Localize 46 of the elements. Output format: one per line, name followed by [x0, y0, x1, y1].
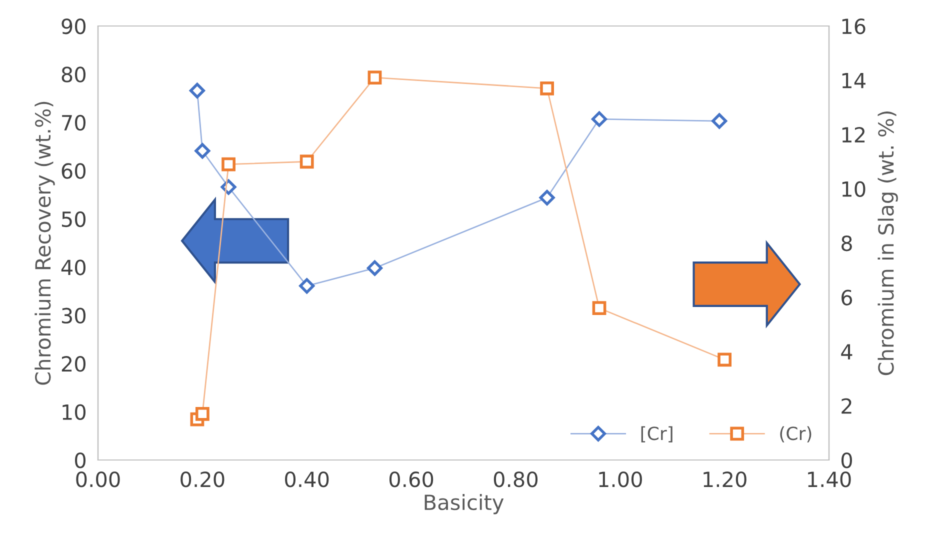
point	[591, 111, 608, 127]
y2-tick-label: 2	[842, 398, 852, 414]
y2-tick-label: 12	[842, 126, 865, 142]
y-tick-label: 20	[62, 356, 86, 372]
x-axis-title: Basicity	[424, 494, 504, 514]
y2-tick-label: 8	[842, 235, 852, 252]
point	[222, 157, 236, 172]
point	[592, 301, 606, 316]
point	[712, 113, 728, 129]
point	[540, 81, 554, 96]
point	[718, 352, 732, 367]
x-tick-label: 0.40	[285, 471, 329, 488]
point	[195, 406, 210, 421]
y-tick-label: 10	[62, 404, 86, 420]
point	[539, 190, 555, 206]
y-tick-label: 50	[62, 211, 86, 228]
y2-tick-label: 16	[842, 18, 866, 34]
y-tick-label: 70	[62, 114, 86, 131]
y-tick-label: 80	[62, 66, 86, 82]
point	[189, 82, 205, 98]
x-tick-label: 0.80	[494, 471, 538, 488]
x-tick-label: 1.40	[808, 471, 851, 488]
y-tick-label: 30	[62, 308, 86, 324]
point	[368, 70, 382, 84]
y-axis-title: Chromium Recovery (wt.%)	[34, 102, 55, 385]
x-tick-label: 0.00	[76, 471, 120, 488]
x-tick-label: 0.60	[389, 471, 434, 488]
point	[366, 260, 383, 276]
legend-label: (Cr)	[780, 426, 812, 442]
x-tick-label: 0.20	[180, 471, 224, 488]
y2-tick-label: 14	[842, 72, 866, 88]
legend-label: [Cr]	[641, 426, 672, 442]
y-tick-label: 40	[61, 260, 86, 276]
y2-tick-label: 0	[841, 452, 852, 468]
point	[194, 143, 210, 159]
y-tick-label: 90	[62, 18, 86, 34]
y2-tick-label: 10	[842, 181, 866, 197]
x-tick-label: 1.20	[704, 471, 746, 488]
point	[300, 154, 314, 169]
x-tick-label: 1.00	[599, 471, 642, 488]
y-tick-label: 0	[75, 452, 86, 468]
point	[299, 278, 315, 294]
y2-tick-label: 6	[842, 290, 852, 306]
y2-tick-label: 4	[841, 344, 852, 360]
y2-axis-title: Chromium in Slag (wt. %)	[878, 112, 898, 376]
y-tick-label: 60	[62, 163, 86, 179]
